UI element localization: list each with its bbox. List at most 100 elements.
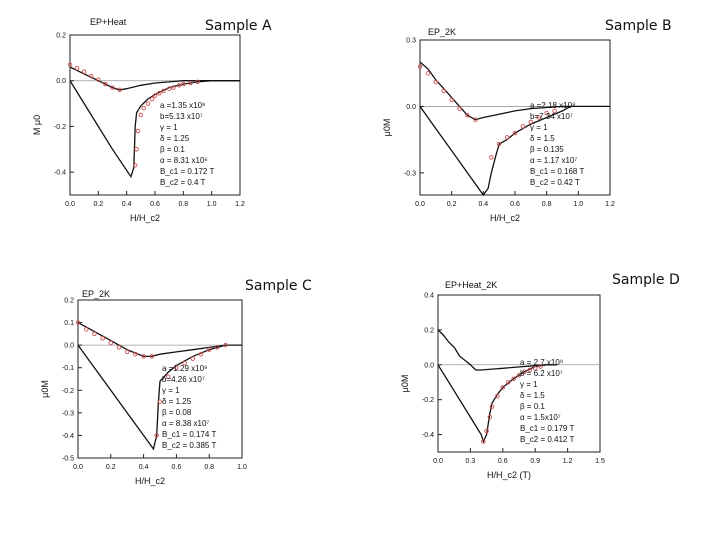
data-point xyxy=(496,141,502,147)
y-tick-label: -0.4 xyxy=(62,433,74,440)
fit-parameter: b=5.13 x10⁷ xyxy=(160,112,203,121)
data-point xyxy=(489,404,495,409)
x-tick-label: 0.8 xyxy=(204,464,214,471)
data-point xyxy=(552,108,557,114)
x-tick-label: 0.6 xyxy=(172,464,182,471)
data-point xyxy=(195,79,200,85)
fit-parameter: a =1.29 x10⁹ xyxy=(162,364,207,373)
chart-a: 0.0 0.2 0.4 0.6 0.8 1.0 1.2 0.2 0.0 -0.2 -0.4 H/H_c… xyxy=(32,33,245,224)
x-axis-label: H/H_c2 xyxy=(490,213,520,223)
data-point xyxy=(92,331,97,337)
fit-parameter: δ = 1.5 xyxy=(520,391,545,400)
fit-parameter: a =1.35 x10⁹ xyxy=(160,101,205,110)
y-tick-label: 0.0 xyxy=(406,104,416,111)
y-tick-label: 0.4 xyxy=(424,293,434,300)
data-point xyxy=(174,365,179,370)
data-point xyxy=(481,439,486,444)
data-point xyxy=(176,83,182,88)
series-line xyxy=(437,329,557,371)
data-point xyxy=(154,433,159,438)
fit-parameter: δ = 1.5 xyxy=(530,134,555,143)
corner-title: EP_2K xyxy=(428,27,457,37)
y-tick-label: -0.3 xyxy=(62,410,74,417)
data-point xyxy=(138,112,144,118)
series-line xyxy=(419,61,610,121)
data-point xyxy=(141,354,146,359)
data-point xyxy=(457,106,462,111)
data-point xyxy=(215,345,220,350)
x-tick-label: 0.4 xyxy=(139,464,149,471)
data-point xyxy=(500,385,506,390)
data-point xyxy=(516,372,522,378)
data-point xyxy=(165,374,171,379)
series-line xyxy=(69,80,240,179)
data-point xyxy=(417,64,423,69)
data-point xyxy=(511,376,516,381)
data-point xyxy=(152,93,158,98)
data-point xyxy=(441,88,446,94)
y-tick-label: 0.2 xyxy=(64,298,74,305)
sample-label: Sample A xyxy=(205,18,272,34)
x-axis-label: H/H_c2 xyxy=(130,213,160,223)
fit-parameter: a =2.18 x10⁹ xyxy=(530,101,575,110)
fit-parameter: δ = 1.25 xyxy=(162,397,192,406)
y-tick-label: 0.0 xyxy=(56,78,66,85)
y-axis-label: M μ0 xyxy=(32,115,42,135)
data-point xyxy=(206,347,212,352)
corner-title: EP_2K xyxy=(82,289,111,299)
data-point xyxy=(67,62,73,67)
data-point xyxy=(117,87,122,93)
data-point xyxy=(81,69,87,74)
fit-parameter: b=7.34 x10⁷ xyxy=(530,112,573,121)
y-axis-label: μ0M xyxy=(382,119,392,137)
fit-parameter: B_c1 = 0.179 T xyxy=(520,424,574,433)
plot-frame xyxy=(437,294,601,453)
data-point xyxy=(110,85,115,90)
x-tick-label: 0.6 xyxy=(510,201,520,208)
data-point xyxy=(156,91,162,96)
data-point xyxy=(132,163,138,168)
data-point xyxy=(188,80,193,86)
x-tick-label: 0.0 xyxy=(433,458,443,465)
x-tick-label: 0.6 xyxy=(498,458,508,465)
x-tick-label: 1.5 xyxy=(595,458,605,465)
x-tick-label: 1.2 xyxy=(605,201,615,208)
series-line xyxy=(419,105,571,197)
fit-parameter: B_c2 = 0.4 T xyxy=(160,178,206,187)
x-tick-label: 0.0 xyxy=(65,201,75,208)
data-point xyxy=(495,393,500,399)
x-tick-label: 0.0 xyxy=(415,201,425,208)
data-point xyxy=(505,379,511,385)
data-point xyxy=(198,351,204,357)
fit-parameter: B_c2 = 0.42 T xyxy=(530,178,580,187)
corner-title: EP+Heat_2K xyxy=(445,280,498,290)
series-line xyxy=(69,66,240,91)
fit-parameter: B_c1 = 0.168 T xyxy=(530,167,584,176)
x-tick-label: 1.2 xyxy=(563,458,573,465)
y-tick-label: -0.2 xyxy=(422,397,434,404)
data-point xyxy=(484,428,489,434)
panel-sample-d: Sample D EP+Heat_2K 0.0 0.3 0.6 0.9 1.2 1.5 0.… xyxy=(360,270,720,540)
x-tick-label: 1.0 xyxy=(573,201,583,208)
data-point xyxy=(522,369,527,375)
x-tick-label: 0.2 xyxy=(93,201,103,208)
x-tick-label: 0.3 xyxy=(466,458,476,465)
data-point xyxy=(532,366,538,371)
data-point xyxy=(487,414,493,420)
plot-frame xyxy=(69,34,241,196)
data-point xyxy=(124,349,130,355)
fit-parameter: δ = 1.25 xyxy=(160,134,190,143)
fit-parameter: B_c2 = 0.385 T xyxy=(162,441,216,450)
chart-b: 0.0 0.2 0.4 0.6 0.8 1.0 1.2 0.3 0.0 -0.3 H/H_c2 μ0M… xyxy=(382,38,615,224)
y-axis-label: μ0M xyxy=(40,380,50,398)
fit-parameter: β = 0.1 xyxy=(160,145,185,154)
data-point xyxy=(157,399,163,404)
series-line xyxy=(77,322,242,358)
data-point xyxy=(182,360,187,366)
x-tick-label: 0.4 xyxy=(478,201,488,208)
fit-parameter: α = 8.38 x10⁷ xyxy=(162,419,209,428)
data-point xyxy=(149,354,155,359)
fit-parameter: b=4.26 x10⁷ xyxy=(162,375,205,384)
data-point xyxy=(171,85,176,90)
data-point xyxy=(433,79,439,85)
